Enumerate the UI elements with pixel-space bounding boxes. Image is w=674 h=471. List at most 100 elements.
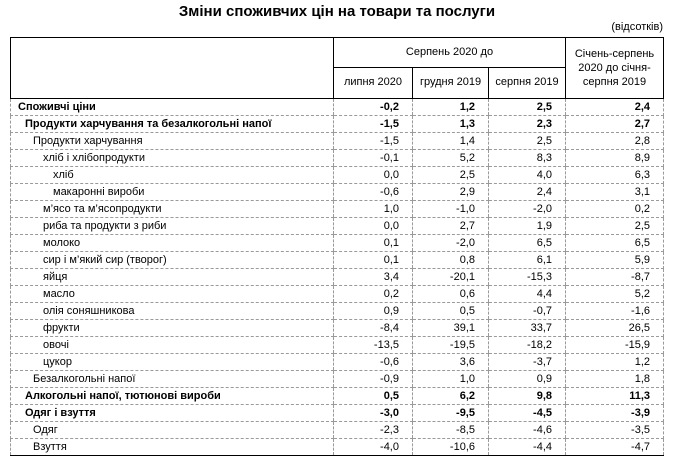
value-cell: 8,9	[565, 149, 665, 167]
value-cell: 2,5	[565, 217, 665, 235]
value-cell: 1,2	[412, 98, 489, 116]
row-label: цукор	[10, 353, 334, 371]
cumulative-col-header: Січень-серпень 2020 до січня-серпня 2019	[565, 37, 665, 99]
value-cell: -0,6	[333, 183, 413, 201]
row-label: Алкогольні напої, тютюнові вироби	[10, 387, 334, 405]
value-cell: 0,9	[487, 370, 566, 388]
unit-note: (відсотків)	[611, 21, 663, 33]
value-cell: -0,2	[333, 98, 413, 116]
col-header-december-2019: грудня 2019	[412, 67, 489, 99]
value-cell: -1,0	[412, 200, 489, 218]
value-cell: 2,5	[487, 132, 566, 150]
value-cell: -8,4	[333, 319, 413, 337]
value-cell: 6,1	[487, 251, 566, 269]
value-cell: 2,8	[565, 132, 665, 150]
table-row: хліб 0,0 2,5 4,0 6,3	[10, 166, 665, 184]
table-body: Споживчі ціни -0,2 1,2 2,5 2,4 Продукти харчу…	[10, 98, 665, 456]
value-cell: 1,0	[333, 200, 413, 218]
table-row: Одяг -2,3 -8,5 -4,6 -3,5	[10, 421, 665, 439]
value-cell: 0,5	[412, 302, 489, 320]
value-cell: 9,8	[487, 387, 566, 405]
value-cell: -9,5	[412, 404, 489, 422]
value-cell: -10,6	[412, 438, 489, 456]
page-title: Зміни споживчих цін на товари та послуги	[178, 3, 496, 20]
table-row: Одяг і взуття -3,0 -9,5 -4,5 -3,9	[10, 404, 665, 422]
table-row: макаронні вироби -0,6 2,9 2,4 3,1	[10, 183, 665, 201]
value-cell: 1,9	[487, 217, 566, 235]
row-label: масло	[10, 285, 334, 303]
value-cell: 11,3	[565, 387, 665, 405]
value-cell: 3,6	[412, 353, 489, 371]
value-cell: 1,0	[412, 370, 489, 388]
table-row: овочі -13,5 -19,5 -18,2 -15,9	[10, 336, 665, 354]
col-header-august-2019: серпня 2019	[487, 67, 567, 99]
value-cell: 2,4	[487, 183, 566, 201]
table-row: Продукти харчування -1,5 1,4 2,5 2,8	[10, 132, 665, 150]
row-label: хліб і хлібопродукти	[10, 149, 334, 167]
row-label: яйця	[10, 268, 334, 286]
value-cell: 2,7	[412, 217, 489, 235]
value-cell: 6,2	[412, 387, 489, 405]
table-row: фрукти -8,4 39,1 33,7 26,5	[10, 319, 665, 337]
table-row: Безалкогольні напої -0,9 1,0 0,9 1,8	[10, 370, 665, 388]
value-cell: 4,4	[487, 285, 566, 303]
value-cell: -18,2	[487, 336, 566, 354]
value-cell: 0,2	[333, 285, 413, 303]
value-cell: 39,1	[412, 319, 489, 337]
value-cell: 0,1	[333, 251, 413, 269]
table-row: яйця 3,4 -20,1 -15,3 -8,7	[10, 268, 665, 286]
row-label: Одяг і взуття	[10, 404, 334, 422]
row-label: макаронні вироби	[10, 183, 334, 201]
value-cell: 0,0	[333, 217, 413, 235]
value-cell: 0,6	[412, 285, 489, 303]
value-cell: 5,2	[565, 285, 665, 303]
value-cell: 0,5	[333, 387, 413, 405]
value-cell: -20,1	[412, 268, 489, 286]
value-cell: 0,0	[333, 166, 413, 184]
table-row: сир і м’який сир (творог) 0,1 0,8 6,1 5,9	[10, 251, 665, 269]
value-cell: 0,2	[565, 200, 665, 218]
value-cell: 2,5	[412, 166, 489, 184]
value-cell: 1,3	[412, 115, 489, 133]
col-header-july-2020: липня 2020	[333, 67, 413, 99]
value-cell: 0,1	[333, 234, 413, 252]
value-cell: -1,5	[333, 132, 413, 150]
value-cell: -19,5	[412, 336, 489, 354]
table-row: Алкогольні напої, тютюнові вироби 0,5 6,2 9…	[10, 387, 665, 405]
value-cell: -3,7	[487, 353, 566, 371]
value-cell: 2,5	[487, 98, 566, 116]
value-cell: -4,0	[333, 438, 413, 456]
value-cell: 1,8	[565, 370, 665, 388]
value-cell: 5,2	[412, 149, 489, 167]
value-cell: -4,4	[487, 438, 566, 456]
value-cell: 5,9	[565, 251, 665, 269]
value-cell: -0,9	[333, 370, 413, 388]
value-cell: -1,5	[333, 115, 413, 133]
value-cell: -0,1	[333, 149, 413, 167]
value-cell: -15,9	[565, 336, 665, 354]
row-label: молоко	[10, 234, 334, 252]
value-cell: -3,0	[333, 404, 413, 422]
table-row: цукор -0,6 3,6 -3,7 1,2	[10, 353, 665, 371]
value-cell: 3,4	[333, 268, 413, 286]
row-label: Продукти харчування та безалкогольні нап…	[10, 115, 334, 133]
row-label: хліб	[10, 166, 334, 184]
value-cell: 6,5	[565, 234, 665, 252]
table-row: Споживчі ціни -0,2 1,2 2,5 2,4	[10, 98, 665, 116]
value-cell: -4,6	[487, 421, 566, 439]
row-label: олія соняшникова	[10, 302, 334, 320]
row-label: сир і м’який сир (творог)	[10, 251, 334, 269]
value-cell: 1,4	[412, 132, 489, 150]
row-label: Продукти харчування	[10, 132, 334, 150]
price-changes-table: Серпень 2020 до Січень-серпень 2020 до с…	[10, 37, 665, 456]
value-cell: 2,3	[487, 115, 566, 133]
row-label: овочі	[10, 336, 334, 354]
value-cell: -2,0	[487, 200, 566, 218]
value-cell: 0,8	[412, 251, 489, 269]
row-label: риба та продукти з риби	[10, 217, 334, 235]
value-cell: -2,0	[412, 234, 489, 252]
table-row: хліб і хлібопродукти -0,1 5,2 8,3 8,9	[10, 149, 665, 167]
value-cell: 2,7	[565, 115, 665, 133]
value-cell: 6,3	[565, 166, 665, 184]
